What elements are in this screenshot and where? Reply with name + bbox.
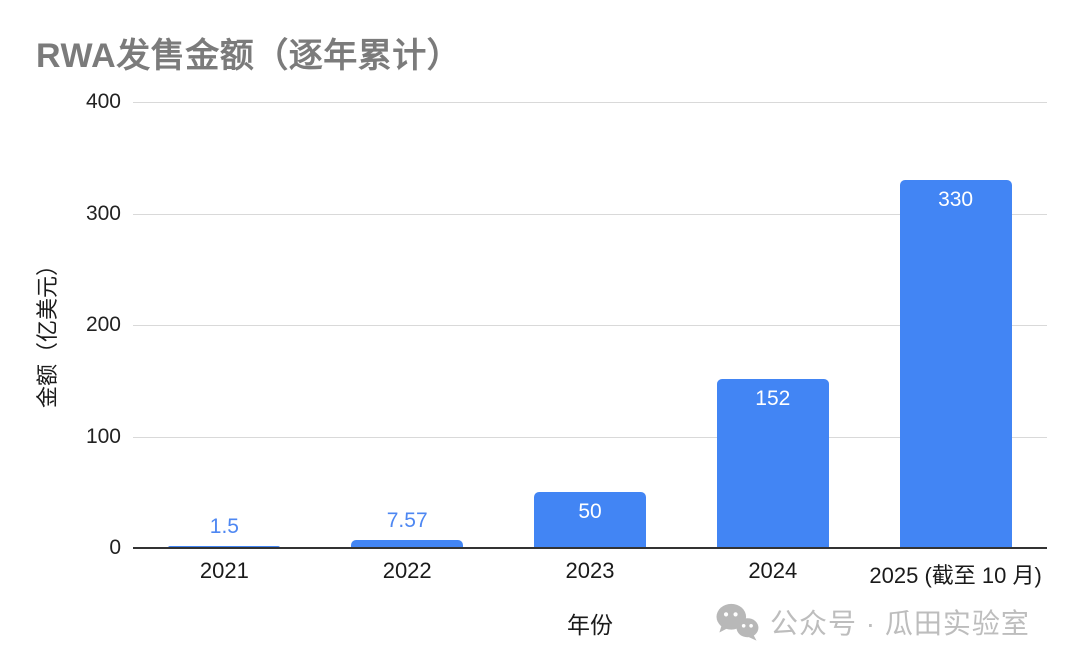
chart-title: RWA发售金额（逐年累计）: [36, 37, 462, 75]
bar-2024: [716, 379, 829, 548]
y-axis-title: 金额（亿美元）: [35, 254, 60, 409]
y-gridline: [133, 102, 1047, 103]
bar-2023: [534, 492, 646, 548]
x-axis-line: [133, 547, 1047, 549]
x-tick-label: 2021: [199, 558, 249, 583]
plot-area: 1.5 7.57 50 152 330: [133, 102, 1047, 549]
x-axis-title: 年份: [567, 612, 613, 638]
x-tick-label: 2022: [382, 558, 432, 583]
y-tick-label: 100: [85, 424, 121, 448]
y-tick-label: 300: [85, 201, 121, 225]
y-tick-label: 400: [85, 90, 121, 113]
y-gridline: [133, 213, 1047, 215]
y-tick-label: 0: [109, 536, 121, 559]
bar-value-label: 50: [578, 500, 602, 523]
y-gridline: [133, 325, 1047, 326]
x-tick-label: 2025 (截至 10 月): [869, 563, 1042, 588]
wechat-icon: [716, 603, 759, 641]
x-tick-label: 2024: [748, 558, 798, 583]
bar-2025 (截至 10 月): [899, 180, 1012, 548]
x-tick-label: 2023: [565, 558, 615, 583]
bar-value-label: 1.5: [209, 515, 239, 538]
y-tick-label: 200: [85, 313, 121, 336]
bar-value-label: 330: [938, 188, 974, 211]
watermark: 公众号 · 瓜田实验室: [714, 602, 1030, 642]
bar-2022: [351, 540, 464, 548]
watermark-text: 公众号 · 瓜田实验室: [770, 608, 1030, 639]
bar-value-label: 152: [755, 387, 791, 410]
y-gridline: [133, 436, 1047, 438]
bar-value-label: 7.57: [386, 509, 428, 532]
